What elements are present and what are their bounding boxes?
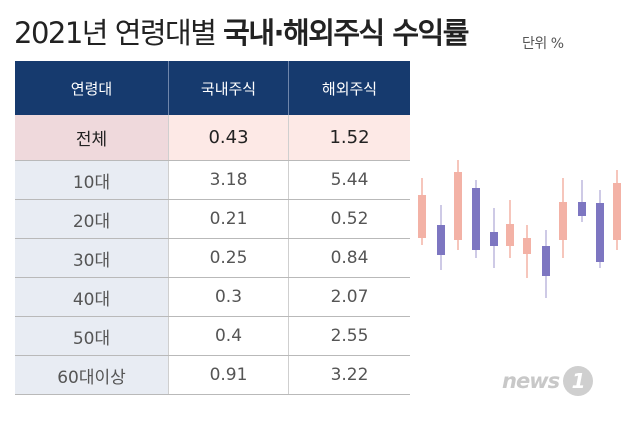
overseas-value: 3.22 xyxy=(288,356,410,394)
unit-label: 단위 % xyxy=(522,36,564,52)
row-label: 전체 xyxy=(15,115,168,160)
candle-up xyxy=(613,183,621,240)
table-header-row: 연령대 국내주식 해외주식 xyxy=(15,61,410,115)
returns-table: 연령대 국내주식 해외주식 전체 0.43 1.52 10대 3.18 5.44… xyxy=(15,61,410,395)
overseas-value: 2.55 xyxy=(288,317,410,355)
overseas-value: 5.44 xyxy=(288,161,410,199)
candle-down xyxy=(578,202,586,216)
table-row: 30대 0.25 0.84 xyxy=(15,239,410,278)
row-label: 40대 xyxy=(15,278,168,316)
candle-down xyxy=(472,188,480,250)
logo-mark: 1 xyxy=(563,366,594,396)
page-title: 2021년 연령대별 국내·해외주식 수익률 xyxy=(14,10,469,52)
row-label: 60대이상 xyxy=(15,356,168,394)
title-light: 2021년 연령대별 xyxy=(14,16,217,50)
overseas-value: 0.52 xyxy=(288,200,410,238)
table-row: 60대이상 0.91 3.22 xyxy=(15,356,410,395)
table-row: 20대 0.21 0.52 xyxy=(15,200,410,239)
table-row: 50대 0.4 2.55 xyxy=(15,317,410,356)
candle-up xyxy=(418,195,426,238)
overseas-value: 0.84 xyxy=(288,239,410,277)
table-row: 10대 3.18 5.44 xyxy=(15,161,410,200)
domestic-value: 0.21 xyxy=(168,200,288,238)
candle-up xyxy=(454,172,462,240)
domestic-value: 0.4 xyxy=(168,317,288,355)
domestic-value: 0.25 xyxy=(168,239,288,277)
candle-up xyxy=(559,202,567,240)
logo-text: news xyxy=(502,369,560,393)
candle-up xyxy=(506,224,514,246)
candle-down xyxy=(490,232,498,246)
header-domestic: 국내주식 xyxy=(168,61,288,115)
row-label: 20대 xyxy=(15,200,168,238)
overseas-value: 1.52 xyxy=(288,115,410,160)
domestic-value: 0.3 xyxy=(168,278,288,316)
table-row-total: 전체 0.43 1.52 xyxy=(15,115,410,161)
candle-up xyxy=(523,238,531,254)
candle-down xyxy=(542,246,550,276)
candlestick-illustration xyxy=(418,160,621,298)
row-label: 30대 xyxy=(15,239,168,277)
header-overseas: 해외주식 xyxy=(288,61,410,115)
domestic-value: 0.43 xyxy=(168,115,288,160)
table-row: 40대 0.3 2.07 xyxy=(15,278,410,317)
candle-down xyxy=(437,225,445,255)
row-label: 10대 xyxy=(15,161,168,199)
row-label: 50대 xyxy=(15,317,168,355)
domestic-value: 0.91 xyxy=(168,356,288,394)
news1-logo: news 1 xyxy=(502,366,594,396)
title-bold: 국내·해외주식 수익률 xyxy=(223,16,469,50)
header-age-group: 연령대 xyxy=(70,79,113,98)
overseas-value: 2.07 xyxy=(288,278,410,316)
domestic-value: 3.18 xyxy=(168,161,288,199)
candle-down xyxy=(596,203,604,262)
